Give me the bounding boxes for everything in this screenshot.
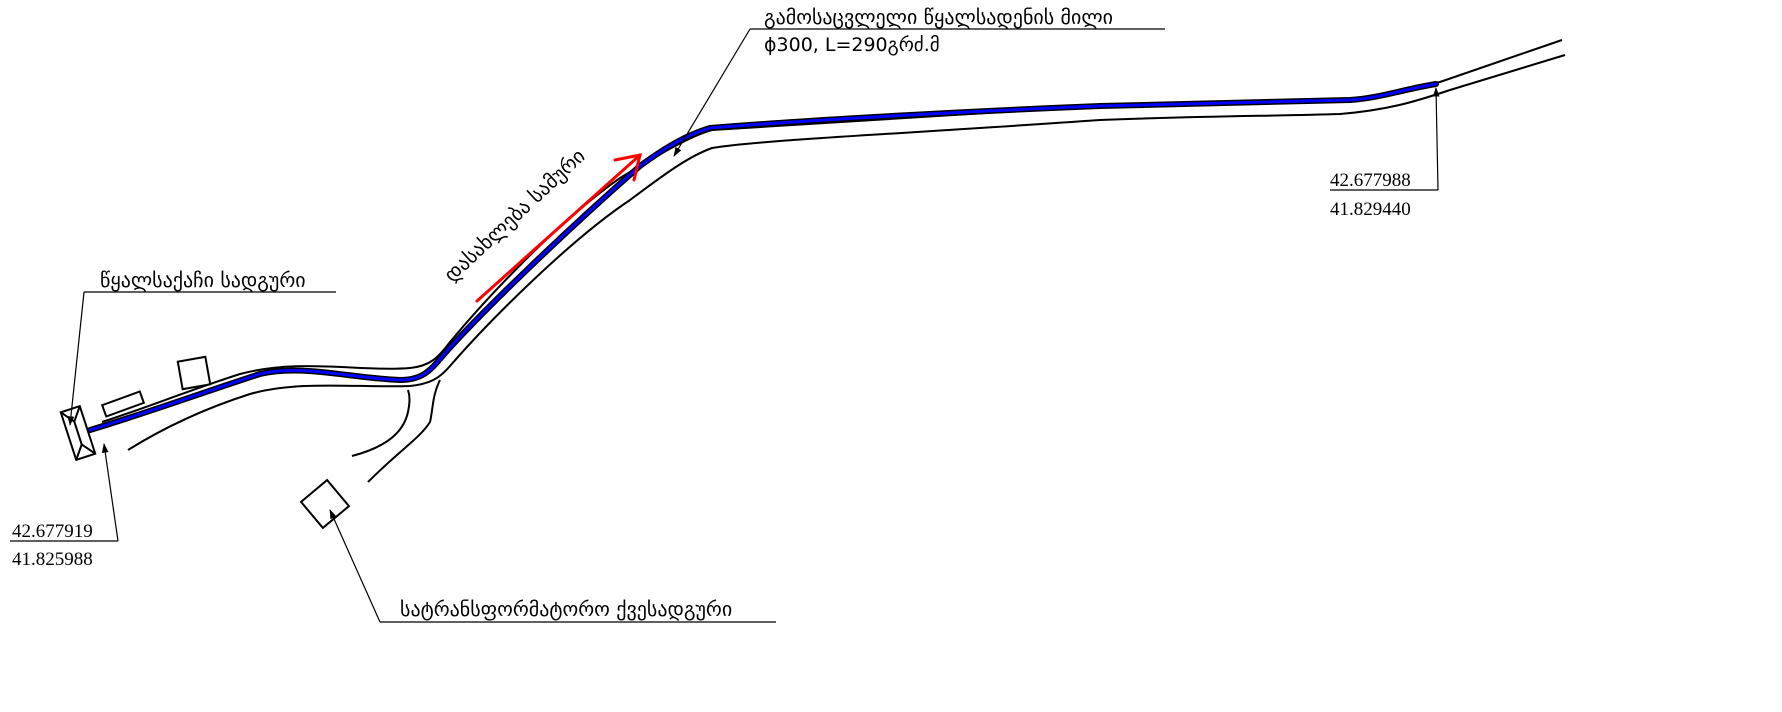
leaders xyxy=(10,28,1440,623)
shed-building xyxy=(100,390,146,418)
pump-station-building xyxy=(59,404,97,462)
end-coord-leader xyxy=(1432,87,1440,191)
water-pipe-casing xyxy=(87,81,1439,433)
end-latitude: 42.677988 xyxy=(1330,170,1411,191)
road xyxy=(101,39,1566,483)
transformer-building xyxy=(299,478,351,530)
side-road-east xyxy=(367,379,441,483)
flow-direction-label: დასახლება სამური xyxy=(439,144,590,287)
text-labels: გამოსაცვლელი წყალსადენის მილი ϕ300, L=29… xyxy=(12,5,1411,621)
side-road-west xyxy=(351,389,411,457)
water-pipe xyxy=(87,81,1439,433)
buildings xyxy=(59,355,351,530)
site-plan-drawing: გამოსაცვლელი წყალსადენის მილი ϕ300, L=29… xyxy=(10,5,1566,623)
pump-station-label: წყალსაქაჩი სადგური xyxy=(100,268,306,292)
start-longitude: 41.825988 xyxy=(12,549,93,570)
flow-arrow xyxy=(475,153,643,303)
pump-station-leader xyxy=(67,291,85,426)
pipe-spec-label: ϕ300, L=290გრძ.მ xyxy=(764,34,940,56)
small-building xyxy=(176,355,212,391)
start-coord-leader xyxy=(101,443,119,542)
water-pipe-line xyxy=(88,82,1438,432)
pipe-leader xyxy=(673,28,751,157)
start-latitude: 42.677919 xyxy=(12,521,93,542)
end-longitude: 41.829440 xyxy=(1330,199,1411,220)
road-edge-south xyxy=(127,54,1566,451)
pipe-title-label: გამოსაცვლელი წყალსადენის მილი xyxy=(764,5,1113,29)
transformer-leader xyxy=(329,509,381,623)
transformer-label: სატრანსფორმატორო ქვესადგური xyxy=(400,597,732,621)
